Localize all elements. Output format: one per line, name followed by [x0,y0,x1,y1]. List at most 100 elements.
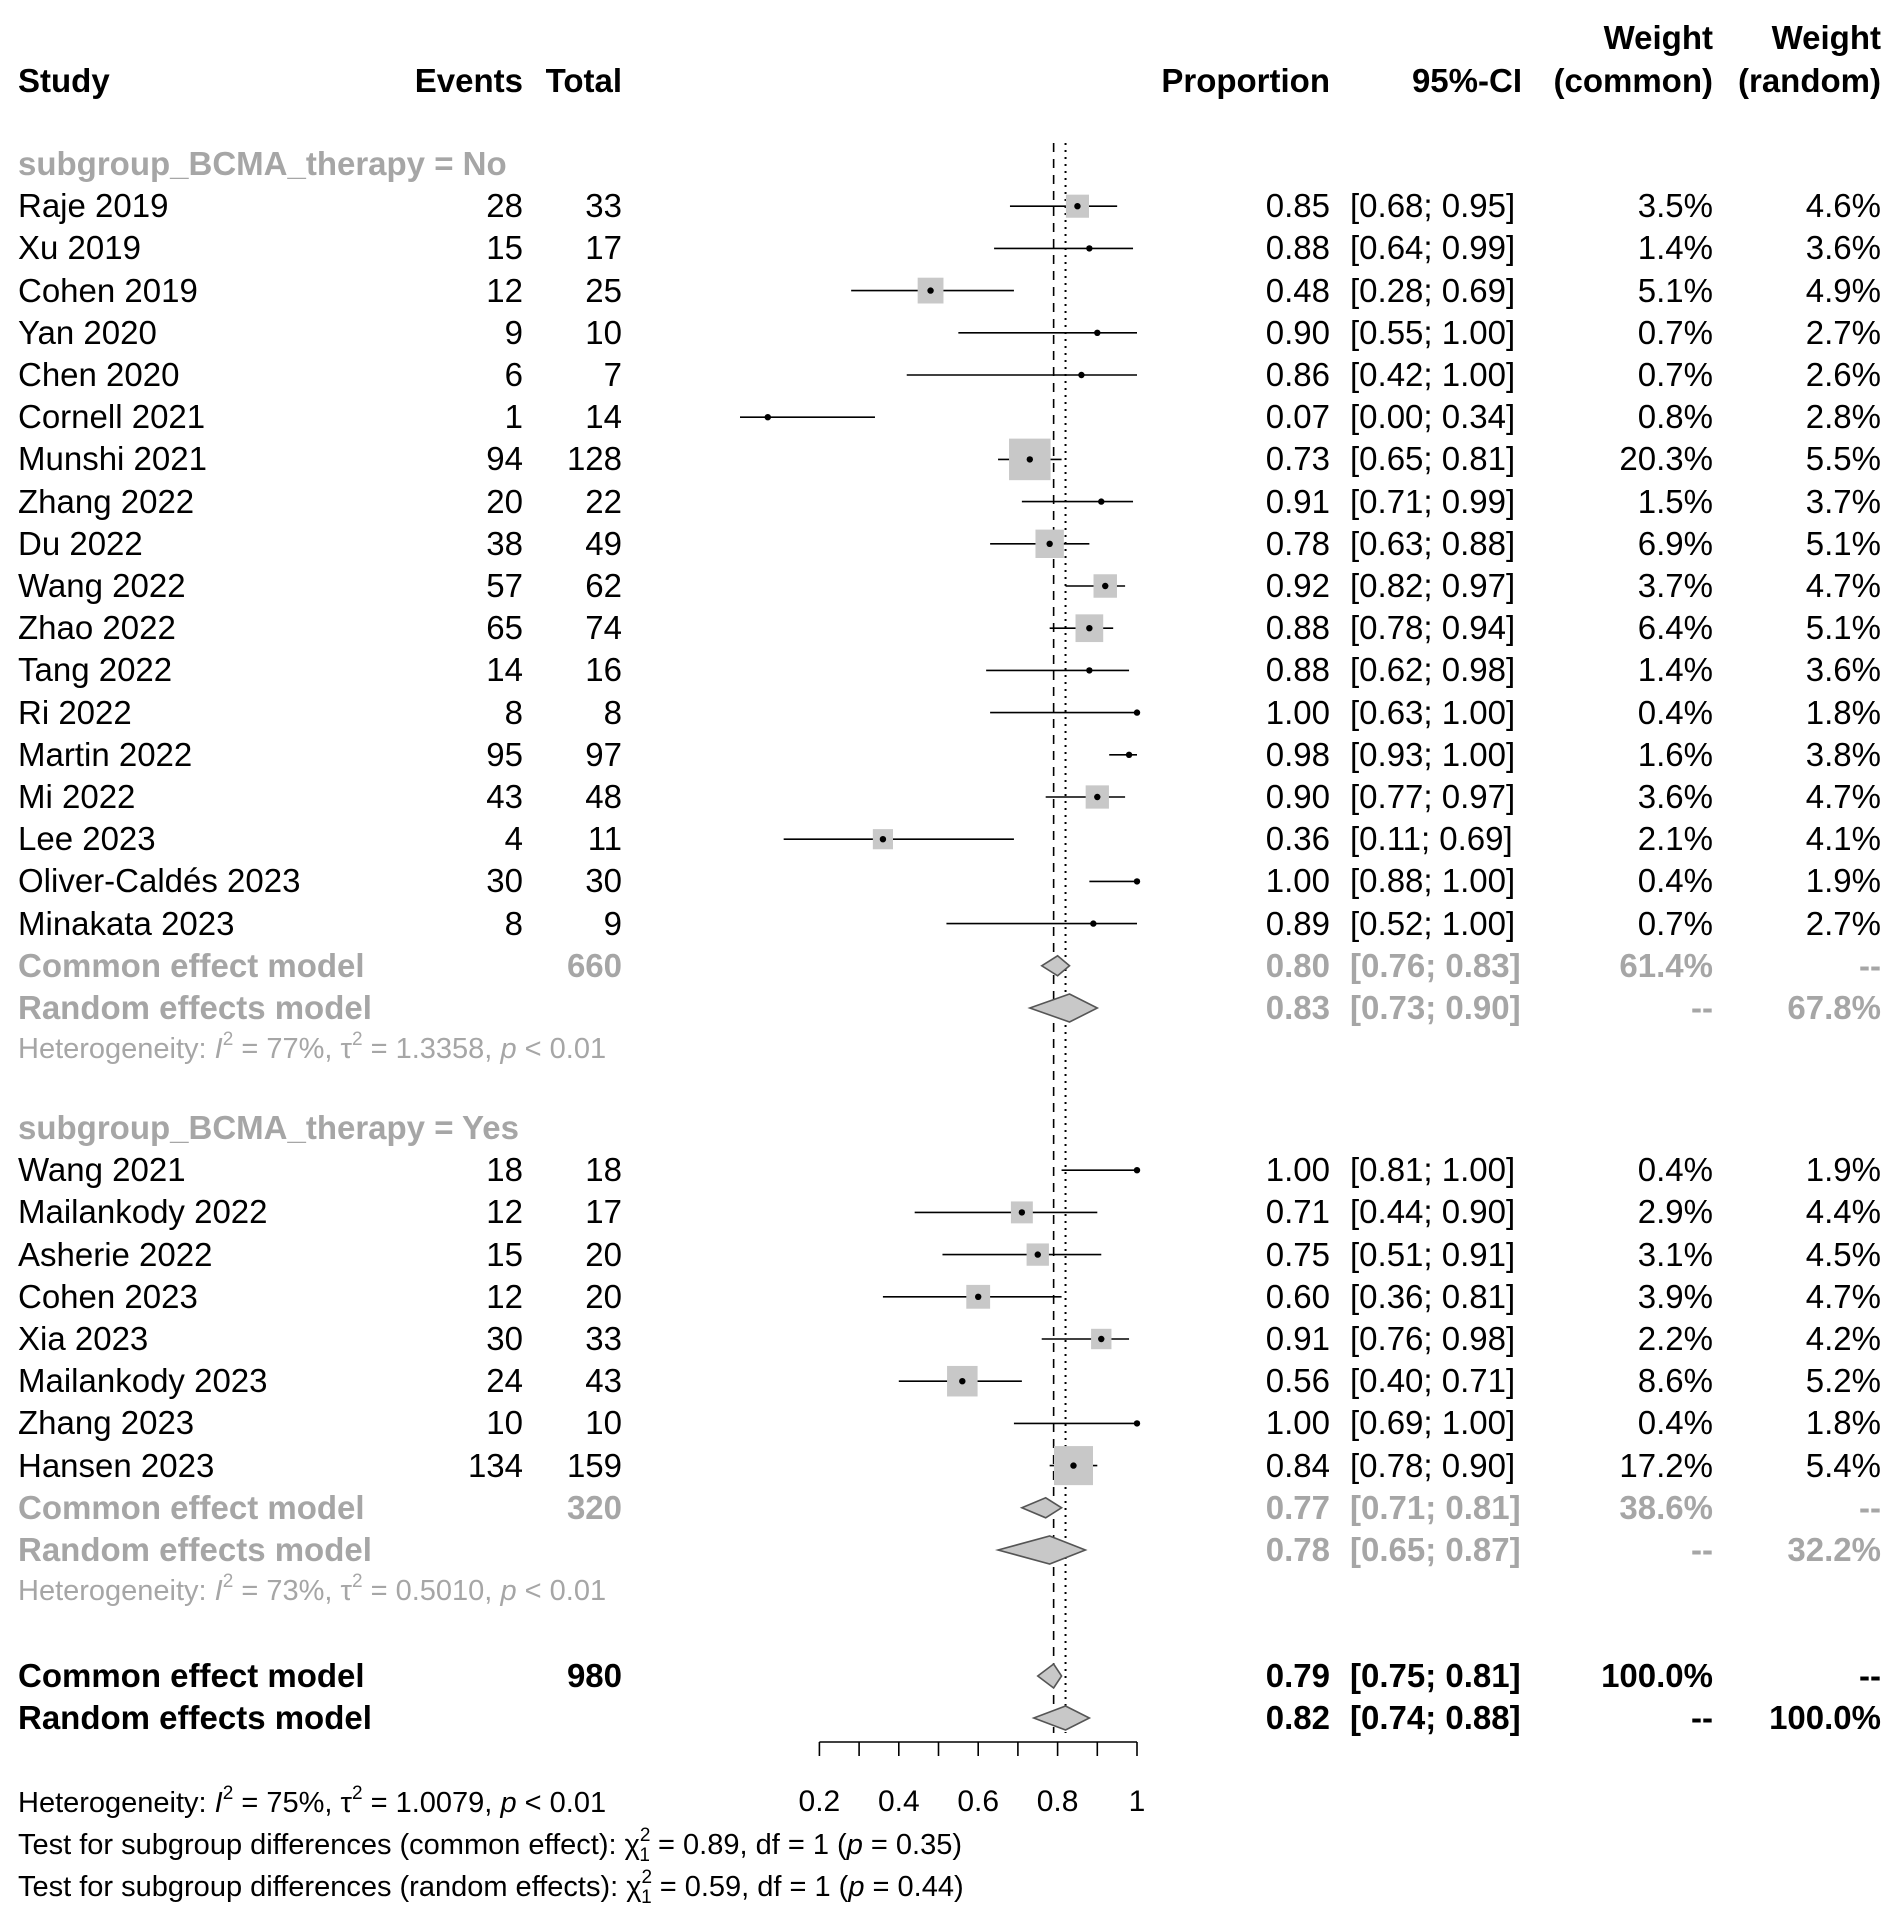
proportion-value: 0.80 [1265,946,1330,984]
study-point [1018,1209,1026,1216]
subgroup-label: subgroup_BCMA_therapy = Yes [18,1109,519,1146]
weight-random-value: 32.2% [1787,1531,1881,1568]
ci-value: [0.73; 0.90] [1350,989,1521,1026]
weight-common-value: 8.6% [1637,1362,1713,1400]
weight-common-value: 100.0% [1601,1657,1713,1694]
events-value: 57 [486,567,523,604]
proportion-value: 0.75 [1265,1235,1330,1273]
events-value: 65 [486,609,523,647]
events-value: 18 [486,1151,523,1189]
total-value: 22 [585,482,622,520]
random-diamond [1027,993,1100,1023]
total-value: 8 [603,693,622,731]
events-value: 28 [486,187,523,225]
weight-common-value: 0.4% [1637,1404,1713,1442]
total-value: 10 [585,1404,622,1442]
x-tick-label: 1 [1128,1785,1146,1818]
total-value: 18 [585,1151,622,1189]
weight-common-value: 61.4% [1619,946,1713,984]
proportion-value: 0.98 [1265,735,1330,773]
ci-value: [0.69; 1.00] [1350,1404,1516,1442]
study-point [1086,245,1093,252]
weight-random-value: 1.9% [1805,862,1881,900]
weight-random-value: 100.0% [1769,1699,1881,1736]
study-point [1046,540,1053,547]
weight-random-value: 4.7% [1805,1277,1881,1315]
total-value: 20 [585,1277,622,1315]
ci-value: [0.71; 0.81] [1350,1488,1521,1526]
x-tick-label: 0.4 [877,1785,920,1818]
study-point [1090,920,1097,927]
weight-common-value: 3.6% [1637,778,1713,815]
study-name: Oliver-Caldés 2023 [18,862,301,900]
common-diamond [1040,954,1071,977]
ci-value: [0.65; 0.81] [1350,440,1516,478]
model-label: Common effect model [18,1488,365,1526]
study-point [1098,498,1105,505]
study-name: Xia 2023 [18,1320,149,1357]
proportion-value: 1.00 [1265,862,1330,900]
ci-value: [0.76; 0.83] [1350,946,1521,984]
total-value: 33 [585,187,622,225]
study-name: Zhang 2023 [18,1404,195,1442]
study-name: Cohen 2023 [18,1277,198,1315]
total-value: 25 [585,271,622,309]
weight-common-value: 6.4% [1637,609,1713,647]
proportion-value: 1.00 [1265,693,1330,731]
events-value: 8 [504,693,523,731]
events-value: 14 [486,651,523,689]
events-value: 1 [504,398,523,436]
total-value: 62 [585,567,622,604]
proportion-value: 0.56 [1265,1362,1330,1400]
total-value: 660 [566,946,622,984]
weight-common-value: -- [1691,1531,1713,1568]
study-name: Munshi 2021 [18,440,207,478]
header-weight-common-sub: (common) [1553,62,1714,99]
events-value: 94 [486,440,523,478]
study-name: Wang 2021 [18,1151,186,1189]
header-study: Study [18,62,110,99]
model-label: Random effects model [18,1699,372,1736]
study-name: Zhao 2022 [18,609,176,647]
total-value: 7 [603,356,622,393]
total-value: 43 [585,1362,622,1400]
proportion-value: 0.89 [1265,904,1330,942]
ci-value: [0.36; 0.81] [1350,1277,1516,1315]
study-name: Minakata 2023 [18,904,235,942]
ci-value: [0.62; 0.98] [1350,651,1516,689]
ci-value: [0.63; 1.00] [1350,693,1516,731]
study-name: Cohen 2019 [18,271,198,309]
weight-common-value: 1.4% [1637,229,1713,267]
total-value: 10 [585,313,622,351]
header-weight-common: Weight [1603,19,1713,56]
proportion-value: 0.77 [1265,1488,1330,1526]
x-tick-label: 0.8 [1036,1785,1079,1818]
events-value: 38 [486,524,523,562]
weight-random-value: 3.6% [1805,229,1881,267]
weight-common-value: 20.3% [1619,440,1713,478]
weight-common-value: 0.7% [1637,356,1713,393]
proportion-value: 0.07 [1265,398,1330,436]
weight-common-value: 3.7% [1637,567,1713,604]
study-name: Mailankody 2022 [18,1193,268,1231]
weight-random-value: 5.4% [1805,1446,1881,1484]
study-point [1078,371,1085,379]
weight-random-value: 2.8% [1805,398,1881,436]
study-name: Lee 2023 [18,820,156,858]
proportion-value: 0.73 [1265,440,1330,478]
events-value: 8 [504,904,523,942]
proportion-value: 0.79 [1265,1657,1330,1694]
weight-random-value: 1.9% [1805,1151,1881,1189]
weight-random-value: 3.6% [1805,651,1881,689]
proportion-value: 0.83 [1265,989,1330,1026]
total-value: 20 [585,1235,622,1273]
events-value: 134 [467,1446,523,1484]
overall-common-diamond [1036,1662,1063,1690]
ci-value: [0.78; 0.90] [1350,1446,1516,1484]
subgroup-label: subgroup_BCMA_therapy = No [18,145,507,182]
total-value: 980 [566,1657,622,1694]
events-value: 15 [486,1235,523,1273]
weight-random-value: 5.5% [1805,440,1881,478]
ci-value: [0.78; 0.94] [1350,609,1516,647]
proportion-value: 0.92 [1265,567,1330,604]
